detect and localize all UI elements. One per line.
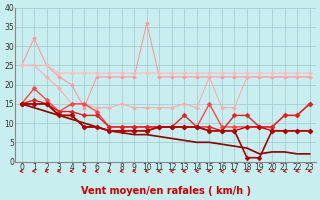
X-axis label: Vent moyen/en rafales ( km/h ): Vent moyen/en rafales ( km/h )	[81, 186, 251, 196]
